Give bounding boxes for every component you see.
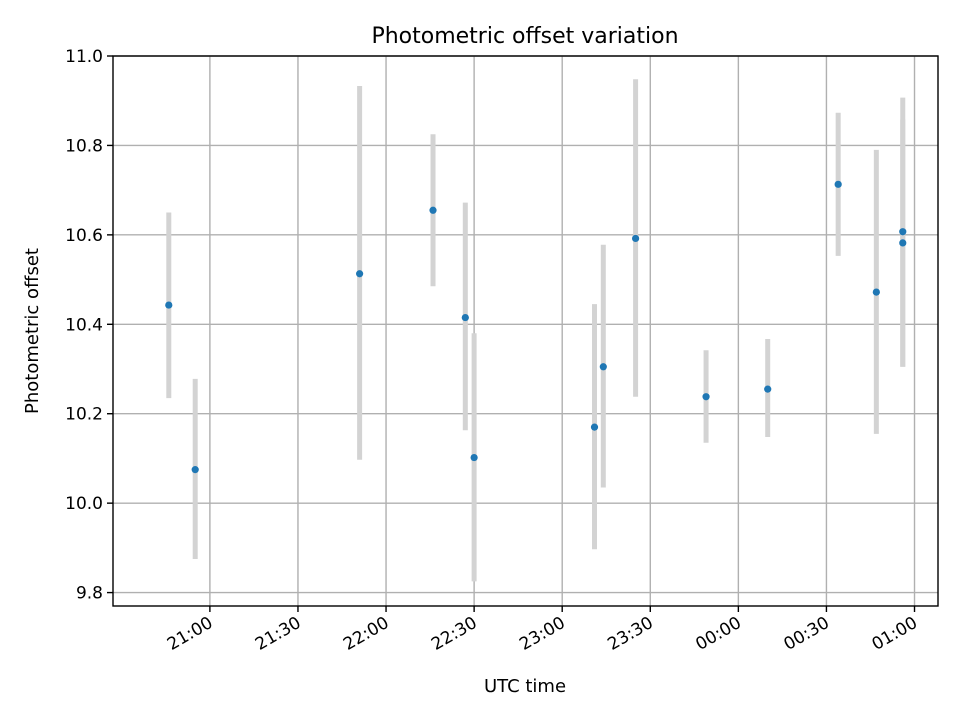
- data-point: [461, 313, 469, 322]
- y-tick-label: 10.4: [65, 315, 103, 335]
- data-point: [470, 453, 478, 462]
- plot-frame: [112, 55, 939, 607]
- x-tick-label: 23:00: [516, 613, 568, 655]
- y-tick-label: 10.2: [65, 405, 103, 425]
- data-points: [165, 180, 907, 474]
- y-tick-label: 11.0: [65, 47, 103, 67]
- x-tick-label: 01:00: [869, 613, 921, 655]
- data-point: [764, 385, 772, 393]
- y-tick-label: 10.0: [65, 494, 103, 514]
- error-bars: [166, 79, 906, 582]
- x-axis-label: UTC time: [484, 676, 566, 697]
- data-point: [429, 206, 437, 214]
- y-tick-label: 9.8: [76, 584, 103, 604]
- x-tick-label: 00:30: [780, 613, 832, 655]
- x-tick-label: 21:30: [252, 613, 304, 655]
- data-point: [599, 363, 607, 371]
- data-point: [191, 466, 199, 474]
- data-point: [899, 228, 907, 236]
- grid-lines: [113, 55, 938, 606]
- x-tick-label: 23:30: [604, 613, 656, 655]
- axis-ticks: 21:00 21:30 22:00 22:30 23:00 23:30 00:00 00:30…: [65, 47, 921, 655]
- data-point: [590, 423, 599, 431]
- y-tick-label: 10.6: [65, 226, 103, 246]
- data-point: [356, 270, 364, 278]
- x-tick-label: 00:00: [692, 613, 744, 655]
- data-point: [702, 393, 710, 401]
- data-point: [834, 180, 842, 188]
- y-tick-label: 10.8: [65, 136, 103, 156]
- data-point: [165, 301, 173, 309]
- data-point: [899, 239, 907, 247]
- chart-title: Photometric offset variation: [371, 24, 678, 49]
- x-tick-label: 22:00: [340, 613, 392, 655]
- x-tick-label: 21:00: [164, 613, 216, 655]
- data-point: [872, 288, 880, 296]
- data-point: [631, 234, 640, 243]
- y-axis-label: Photometric offset: [22, 248, 43, 414]
- x-tick-label: 22:30: [428, 613, 480, 655]
